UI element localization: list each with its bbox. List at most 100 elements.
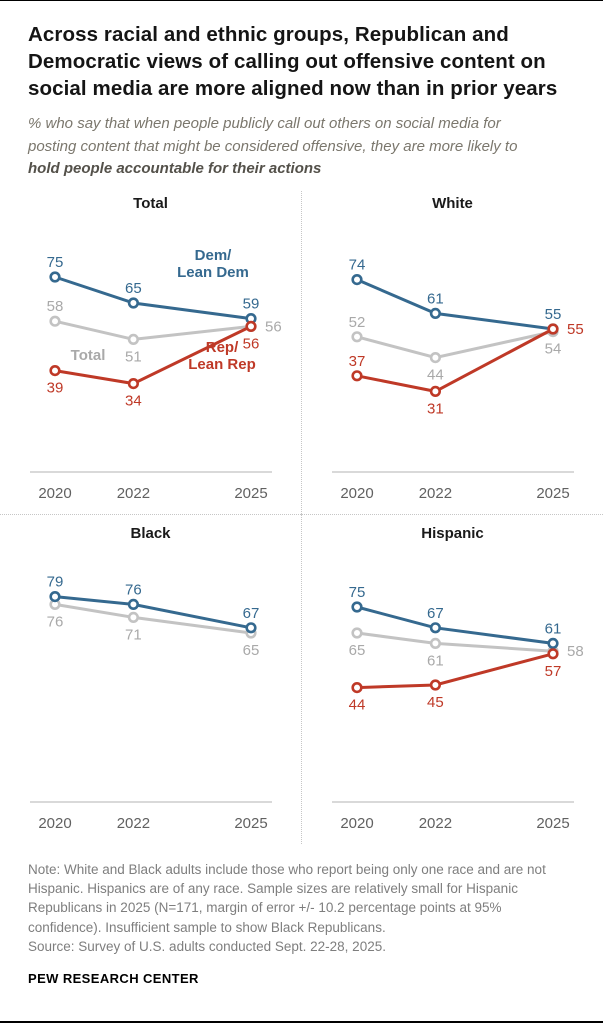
value-label: 44: [427, 366, 444, 383]
series-line: [356, 631, 554, 653]
data-point: [127, 333, 139, 345]
series-line: [54, 275, 252, 320]
source-text: Source: Survey of U.S. adults conducted …: [28, 938, 386, 954]
data-point: [429, 621, 441, 634]
footer: Note: White and Black adults include tho…: [0, 844, 603, 986]
x-tick-label: 2025: [234, 815, 267, 832]
series-line: [54, 319, 252, 341]
data-point: [351, 330, 363, 343]
data-point: [547, 323, 559, 335]
panel-title-hispanic: Hispanic: [421, 524, 484, 542]
panel-title-white: White: [432, 194, 473, 212]
value-label: 56: [243, 335, 260, 352]
value-label: 71: [125, 626, 142, 643]
data-point: [49, 271, 61, 283]
data-point: [49, 590, 61, 602]
value-label: 74: [349, 256, 366, 273]
x-tick-label: 2022: [419, 815, 452, 832]
line-chart-hispanic: 2020 2022 2025 75 67 61 65 61 58 44 45 57: [332, 584, 584, 832]
x-tick-label: 2022: [117, 815, 150, 832]
value-label: 56: [265, 318, 282, 335]
panel-black: Black 2020 2022 2025 79 76 67 76 71 65: [0, 513, 301, 844]
x-tick-label: 2022: [419, 485, 452, 502]
value-label: 61: [427, 652, 444, 669]
subtitle-text: % who say that when people publicly call…: [28, 115, 518, 155]
data-point: [49, 364, 61, 376]
x-tick-label: 2020: [340, 815, 373, 832]
series-annotation: Rep/: [206, 339, 239, 356]
value-label: 55: [545, 306, 562, 323]
value-label: 67: [427, 604, 444, 621]
series-annotation: Dem/: [195, 247, 233, 264]
x-tick-label: 2020: [340, 485, 373, 502]
x-tick-label: 2025: [536, 815, 569, 832]
panel-title-total: Total: [133, 194, 168, 212]
data-point: [49, 315, 61, 327]
panel-hispanic: Hispanic 2020 2022 2025 75 67 61 65 61 58 44 45 57: [301, 513, 603, 844]
value-label: 37: [349, 352, 366, 369]
value-label: 65: [243, 642, 260, 659]
value-label: 45: [427, 694, 444, 711]
value-label: 31: [427, 400, 444, 417]
panel-total: Total 2020 2022 2025 75 65 59 58 51 56 39 34 56 Dem/…: [0, 191, 301, 514]
data-point: [351, 369, 363, 382]
panel-title-black: Black: [130, 524, 171, 542]
data-point: [429, 637, 441, 649]
panel-white: White 2020 2022 2025 74 61 55 52 44 54 37 31 55: [301, 190, 603, 514]
value-label: 57: [545, 662, 562, 679]
value-label: 61: [545, 620, 562, 637]
series-line: [356, 651, 554, 689]
subtitle: % who say that when people publicly call…: [28, 113, 550, 181]
data-point: [429, 307, 441, 319]
data-point: [351, 273, 363, 285]
value-label: 51: [125, 348, 142, 365]
data-point: [127, 598, 139, 610]
x-tick-label: 2020: [38, 815, 71, 832]
series-line: [54, 594, 252, 629]
note-text: Note: White and Black adults include tho…: [28, 861, 546, 935]
data-point: [351, 627, 363, 639]
brand-pew-research-center: PEW RESEARCH CENTER: [28, 971, 199, 987]
value-label: 76: [125, 581, 142, 598]
data-point: [245, 320, 257, 332]
value-label: 54: [545, 340, 562, 357]
value-label: 65: [125, 280, 142, 297]
data-point: [351, 681, 363, 693]
value-label: 79: [47, 573, 64, 590]
data-point: [127, 297, 139, 309]
line-chart-total: 2020 2022 2025 75 65 59 58 51 56 39 34 56 Dem/Lean D…: [30, 247, 282, 502]
value-label: 44: [349, 696, 366, 713]
value-label: 58: [47, 298, 64, 315]
charts-grid: Total 2020 2022 2025 75 65 59 58 51 56 39 34 56 Dem/…: [0, 190, 603, 844]
value-label: 34: [125, 392, 142, 409]
subtitle-emphasis: hold people accountable for their action…: [28, 160, 322, 178]
x-tick-label: 2020: [38, 485, 71, 502]
data-point: [127, 377, 139, 389]
value-label: 55: [567, 321, 584, 338]
value-label: 39: [47, 379, 64, 396]
data-point: [351, 601, 363, 613]
value-label: 65: [349, 642, 366, 659]
x-tick-label: 2025: [234, 485, 267, 502]
value-label: 61: [427, 290, 444, 307]
page-title: Across racial and ethnic groups, Republi…: [28, 23, 558, 101]
data-point: [547, 647, 559, 660]
header: Across racial and ethnic groups, Republi…: [0, 1, 603, 181]
value-label: 76: [47, 613, 64, 630]
value-label: 75: [47, 254, 64, 271]
data-point: [429, 679, 441, 691]
value-label: 67: [243, 604, 260, 621]
data-point: [429, 351, 441, 363]
series-annotation: Lean Dem: [177, 264, 249, 281]
series-annotation: Total: [71, 347, 106, 364]
line-chart-white: 2020 2022 2025 74 61 55 52 44 54 37 31 55: [332, 256, 584, 502]
data-point: [429, 385, 441, 397]
value-label: 59: [243, 295, 260, 312]
x-tick-label: 2025: [536, 485, 569, 502]
data-point: [547, 637, 559, 649]
x-tick-label: 2022: [117, 485, 150, 502]
data-point: [127, 611, 139, 623]
value-label: 75: [349, 584, 366, 601]
line-chart-black: 2020 2022 2025 79 76 67 76 71 65: [30, 573, 272, 832]
